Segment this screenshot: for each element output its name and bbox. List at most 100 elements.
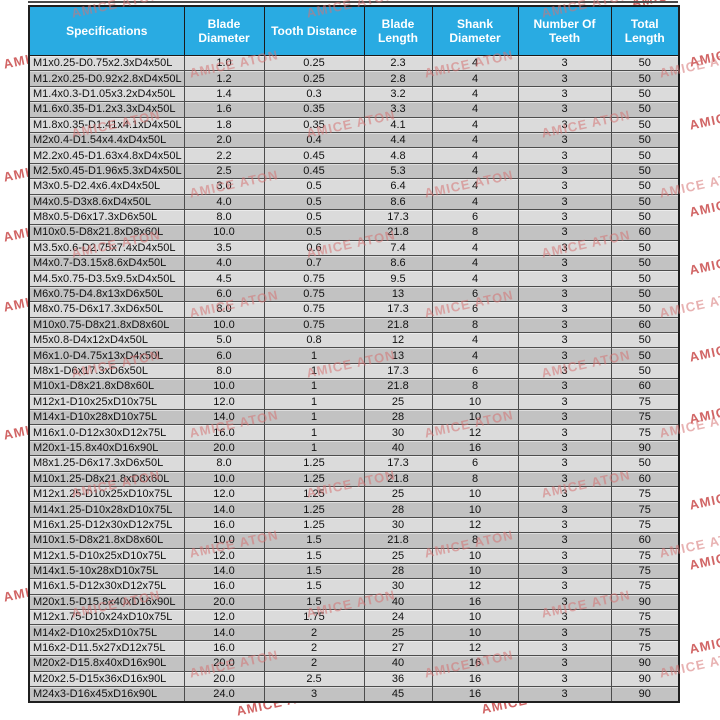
value-cell: 1.5 <box>263 578 365 595</box>
spec-cell: M14x1.5-10x28xD10x75L <box>28 562 185 580</box>
col-header-tooth-distance: Tooth Distance <box>263 5 365 56</box>
value-cell: 17.3 <box>363 455 433 472</box>
value-cell: 3 <box>517 593 612 611</box>
specs-table-header: Specifications Blade Diameter Tooth Dist… <box>28 5 680 56</box>
value-cell: 4 <box>431 70 519 87</box>
value-cell: 3 <box>517 670 612 688</box>
value-cell: 1.25 <box>263 470 365 487</box>
table-row: M20x1.5-D15.8x40xD16x90L 20.0 1.5 40 16 3 90 <box>28 593 680 611</box>
value-cell: 8.6 <box>363 255 433 272</box>
value-cell: 75 <box>610 639 680 657</box>
value-cell: 6.0 <box>183 285 265 303</box>
value-cell: 12 <box>431 578 519 595</box>
value-cell: 75 <box>610 624 680 641</box>
value-cell: 5.0 <box>183 332 265 349</box>
table-row: M12x1.25-D10x25xD10x75L 12.0 1.25 25 10 3 75 <box>28 485 680 503</box>
spec-cell: M2.2x0.45-D1.63x4.8xD4x50L <box>28 147 185 164</box>
value-cell: 24 <box>363 609 433 626</box>
value-cell: 0.5 <box>263 224 365 241</box>
spec-cell: M14x2-D10x25xD10x75L <box>28 624 185 641</box>
value-cell: 6.0 <box>183 347 265 364</box>
value-cell: 50 <box>610 85 680 103</box>
value-cell: 50 <box>610 116 680 133</box>
value-cell: 0.5 <box>263 208 365 226</box>
value-cell: 6 <box>431 285 519 303</box>
value-cell: 1 <box>263 362 365 380</box>
table-row: M2.2x0.45-D1.63x4.8xD4x50L 2.2 0.45 4.8 4 3 50 <box>28 147 680 164</box>
value-cell: 8.6 <box>363 193 433 210</box>
table-row: M8x1-D6x17.3xD6x50L 8.0 1 17.3 6 3 50 <box>28 362 680 380</box>
value-cell: 12 <box>431 516 519 534</box>
value-cell: 4.0 <box>183 193 265 210</box>
table-row: M12x1-D10x25xD10x75L 12.0 1 25 10 3 75 <box>28 393 680 410</box>
value-cell: 4 <box>431 239 519 257</box>
value-cell: 3 <box>517 378 612 395</box>
spec-cell: M10x1.25-D8x21.8xD8x60L <box>28 470 185 487</box>
spec-cell: M1.4x0.3-D1.05x3.2xD4x50L <box>28 85 185 103</box>
value-cell: 50 <box>610 255 680 272</box>
value-cell: 10 <box>431 408 519 426</box>
value-cell: 3 <box>517 532 612 549</box>
value-cell: 28 <box>363 408 433 426</box>
value-cell: 40 <box>363 593 433 611</box>
value-cell: 4 <box>431 131 519 149</box>
value-cell: 3 <box>517 362 612 380</box>
value-cell: 75 <box>610 516 680 534</box>
value-cell: 1.75 <box>263 609 365 626</box>
value-cell: 60 <box>610 316 680 334</box>
value-cell: 12 <box>431 424 519 441</box>
spec-cell: M8x1.25-D6x17.3xD6x50L <box>28 455 185 472</box>
value-cell: 1.5 <box>263 562 365 580</box>
value-cell: 4 <box>431 162 519 180</box>
value-cell: 3 <box>517 455 612 472</box>
value-cell: 25 <box>363 547 433 564</box>
value-cell: 50 <box>610 208 680 226</box>
spec-cell: M12x1.75-D10x24xD10x75L <box>28 609 185 626</box>
value-cell: 0.75 <box>263 301 365 318</box>
table-row: M10x0.75-D8x21.8xD8x60L 10.0 0.75 21.8 8 3 60 <box>28 316 680 334</box>
table-row: M14x1.5-10x28xD10x75L 14.0 1.5 28 10 3 75 <box>28 562 680 580</box>
table-row: M1.2x0.25-D0.92x2.8xD4x50L 1.2 0.25 2.8 4 3 50 <box>28 70 680 87</box>
table-row: M16x2-D11.5x27xD12x75L 16.0 2 27 12 3 75 <box>28 639 680 657</box>
value-cell: 3 <box>517 562 612 580</box>
spec-cell: M2x0.4-D1.54x4.4xD4x50L <box>28 131 185 149</box>
value-cell: 21.8 <box>363 378 433 395</box>
value-cell: 17.3 <box>363 208 433 226</box>
spec-cell: M10x1.5-D8x21.8xD8x60L <box>28 532 185 549</box>
watermark-text: AMICE ATON <box>688 393 720 427</box>
table-row: M1.6x0.35-D1.2x3.3xD4x50L 1.6 0.35 3.3 4 3 50 <box>28 101 680 118</box>
value-cell: 10 <box>431 393 519 410</box>
value-cell: 8 <box>431 470 519 487</box>
value-cell: 16 <box>431 686 519 703</box>
value-cell: 16 <box>431 670 519 688</box>
value-cell: 12.0 <box>183 609 265 626</box>
value-cell: 75 <box>610 393 680 410</box>
value-cell: 3 <box>517 116 612 133</box>
watermark-text: AMICE ATON <box>688 244 720 278</box>
value-cell: 0.25 <box>263 54 365 72</box>
value-cell: 3 <box>517 162 612 180</box>
spec-cell: M6x0.75-D4.8x13xD6x50L <box>28 285 185 303</box>
value-cell: 8 <box>431 378 519 395</box>
value-cell: 6 <box>431 362 519 380</box>
table-top-remnant-line <box>28 1 678 3</box>
value-cell: 4 <box>431 270 519 287</box>
value-cell: 2 <box>263 639 365 657</box>
value-cell: 4 <box>431 193 519 210</box>
value-cell: 17.3 <box>363 362 433 380</box>
value-cell: 25 <box>363 393 433 410</box>
table-row: M1.8x0.35-D1.41x4.1xD4x50L 1.8 0.35 4.1 4 3 50 <box>28 116 680 133</box>
value-cell: 0.45 <box>263 162 365 180</box>
table-row: M5x0.8-D4x12xD4x50L 5.0 0.8 12 4 3 50 <box>28 332 680 349</box>
value-cell: 1.25 <box>263 455 365 472</box>
table-row: M12x1.5-D10x25xD10x75L 12.0 1.5 25 10 3 75 <box>28 547 680 564</box>
value-cell: 10.0 <box>183 316 265 334</box>
table-row: M10x1.5-D8x21.8xD8x60L 10.0 1.5 21.8 8 3 60 <box>28 532 680 549</box>
value-cell: 50 <box>610 270 680 287</box>
watermark-text: AMICE ATON <box>688 36 720 70</box>
value-cell: 3 <box>517 85 612 103</box>
value-cell: 10 <box>431 547 519 564</box>
value-cell: 20.0 <box>183 593 265 611</box>
table-row: M16x1.0-D12x30xD12x75L 16.0 1 30 12 3 75 <box>28 424 680 441</box>
value-cell: 60 <box>610 470 680 487</box>
